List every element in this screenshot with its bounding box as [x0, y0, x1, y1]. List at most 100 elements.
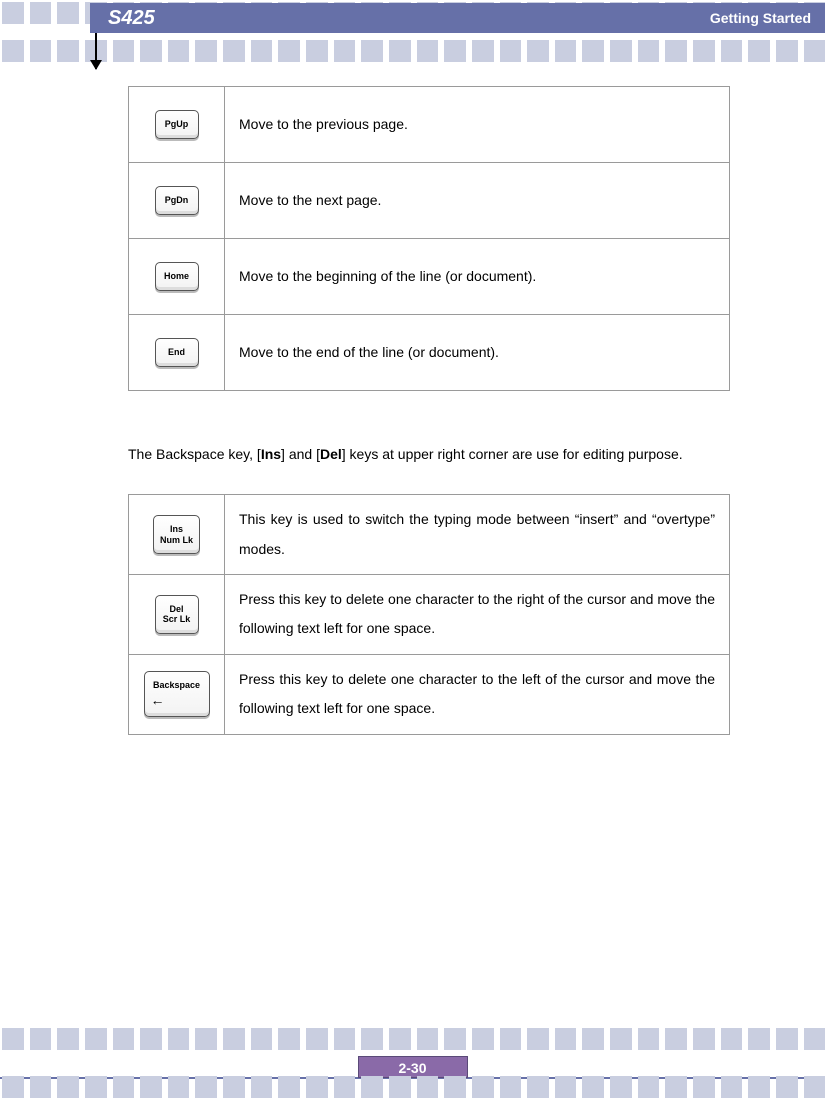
keycap-icon: Home: [155, 262, 199, 290]
deco-square: [361, 1076, 383, 1098]
deco-square: [444, 1076, 466, 1098]
deco-square: [57, 1076, 79, 1098]
deco-square: [223, 1028, 245, 1050]
deco-square: [582, 1076, 604, 1098]
deco-square: [721, 40, 743, 62]
header-arrow: [95, 33, 97, 69]
deco-square: [555, 1076, 577, 1098]
key-cell: DelScr Lk: [129, 574, 225, 654]
deco-square: [665, 1076, 687, 1098]
deco-square: [2, 40, 24, 62]
nav-keys-table: PgUp Move to the previous page. PgDn Move t…: [128, 86, 730, 391]
key-description: This key is used to switch the typing mo…: [225, 495, 730, 575]
deco-square: [748, 40, 770, 62]
deco-square: [85, 1076, 107, 1098]
deco-square: [113, 1076, 135, 1098]
deco-square: [361, 40, 383, 62]
deco-square: [306, 1028, 328, 1050]
deco-square: [57, 40, 79, 62]
deco-square: [776, 1028, 798, 1050]
key-cell: PgDn: [129, 163, 225, 239]
deco-square: [251, 1076, 273, 1098]
deco-square: [638, 1028, 660, 1050]
table-row: InsNum LkThis key is used to switch the …: [129, 495, 730, 575]
para-text: ] keys at upper right corner are use for…: [342, 446, 683, 462]
key-cell: InsNum Lk: [129, 495, 225, 575]
deco-square: [417, 40, 439, 62]
deco-square: [113, 1028, 135, 1050]
deco-square: [278, 1028, 300, 1050]
deco-square: [804, 1076, 825, 1098]
page-number: 2-30: [398, 1060, 426, 1076]
deco-square: [776, 1076, 798, 1098]
header-bar: S425 Getting Started: [90, 3, 825, 33]
key-description: Move to the next page.: [225, 163, 730, 239]
deco-square: [582, 1028, 604, 1050]
deco-square: [113, 40, 135, 62]
deco-square: [278, 1076, 300, 1098]
deco-square: [527, 40, 549, 62]
key-description: Press this key to delete one character t…: [225, 654, 730, 734]
deco-square: [693, 1076, 715, 1098]
bottom-square-row-upper: [0, 1028, 825, 1050]
deco-square: [721, 1076, 743, 1098]
deco-square: [693, 1028, 715, 1050]
deco-square: [30, 1076, 52, 1098]
edit-keys-tbody: InsNum LkThis key is used to switch the …: [129, 495, 730, 734]
page-content: PgUp Move to the previous page. PgDn Move t…: [128, 86, 730, 735]
key-cell: Home: [129, 239, 225, 315]
deco-square: [610, 40, 632, 62]
keycap-icon: End: [155, 338, 199, 366]
deco-square: [638, 40, 660, 62]
header-section: Getting Started: [710, 10, 811, 26]
deco-square: [555, 1028, 577, 1050]
deco-square: [334, 1028, 356, 1050]
table-row: DelScr LkPress this key to delete one ch…: [129, 574, 730, 654]
deco-square: [30, 2, 52, 24]
deco-square: [417, 1028, 439, 1050]
deco-square: [168, 1076, 190, 1098]
deco-square: [361, 1028, 383, 1050]
deco-square: [334, 1076, 356, 1098]
deco-square: [665, 40, 687, 62]
deco-square: [500, 40, 522, 62]
key-cell: Backspace←: [129, 654, 225, 734]
page-number-badge: 2-30: [358, 1056, 468, 1078]
deco-square: [610, 1028, 632, 1050]
deco-square: [140, 40, 162, 62]
deco-square: [85, 1028, 107, 1050]
header-title: S425: [108, 7, 155, 30]
para-del: Del: [320, 446, 342, 462]
deco-square: [804, 1028, 825, 1050]
deco-square: [748, 1028, 770, 1050]
key-description: Move to the previous page.: [225, 87, 730, 163]
deco-square: [306, 40, 328, 62]
deco-square: [721, 1028, 743, 1050]
deco-square: [30, 1028, 52, 1050]
deco-square: [665, 1028, 687, 1050]
table-row: HomeMove to the beginning of the line (o…: [129, 239, 730, 315]
keycap-icon: PgDn: [155, 186, 199, 214]
deco-square: [527, 1076, 549, 1098]
deco-square: [555, 40, 577, 62]
table-row: Backspace←Press this key to delete one c…: [129, 654, 730, 734]
para-text: The Backspace key, [: [128, 446, 261, 462]
bottom-square-row-lower: [0, 1076, 825, 1098]
deco-square: [140, 1028, 162, 1050]
deco-square: [638, 1076, 660, 1098]
deco-square: [2, 2, 24, 24]
keycap-icon: PgUp: [155, 110, 199, 138]
deco-square: [748, 1076, 770, 1098]
deco-square: [389, 40, 411, 62]
deco-square: [472, 1076, 494, 1098]
keycap-icon: DelScr Lk: [155, 595, 199, 634]
deco-square: [804, 40, 825, 62]
editing-keys-intro: The Backspace key, [Ins] and [Del] keys …: [128, 435, 730, 474]
deco-square: [57, 2, 79, 24]
deco-square: [195, 1028, 217, 1050]
deco-square: [195, 40, 217, 62]
key-cell: PgUp: [129, 87, 225, 163]
para-ins: Ins: [261, 446, 281, 462]
deco-square: [2, 1028, 24, 1050]
second-square-row: [0, 40, 825, 62]
